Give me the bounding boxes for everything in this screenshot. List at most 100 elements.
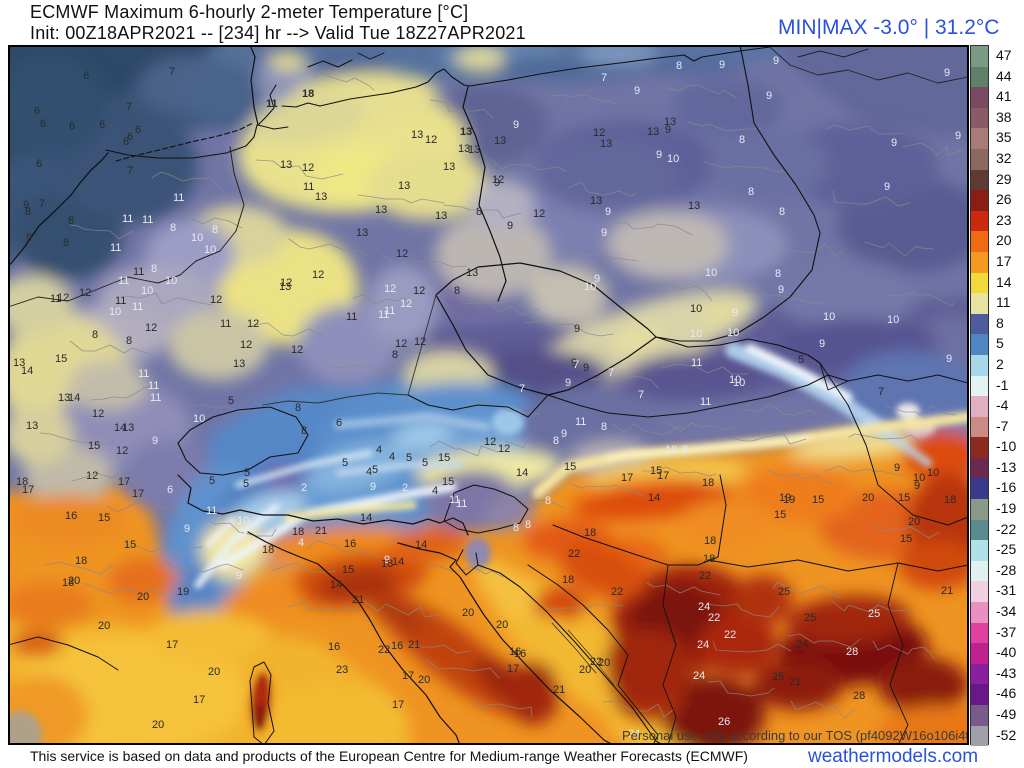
svg-text:17: 17 <box>166 639 178 651</box>
svg-text:11: 11 <box>173 192 184 204</box>
svg-text:9: 9 <box>236 570 242 582</box>
svg-text:10: 10 <box>237 515 249 527</box>
svg-text:2: 2 <box>402 482 408 494</box>
svg-text:18: 18 <box>16 476 28 488</box>
svg-text:10: 10 <box>733 377 745 389</box>
svg-text:21: 21 <box>789 676 801 688</box>
svg-text:8: 8 <box>295 402 301 414</box>
svg-text:6: 6 <box>99 119 105 131</box>
svg-text:15: 15 <box>55 353 67 365</box>
svg-text:10: 10 <box>165 275 177 287</box>
svg-text:21: 21 <box>315 525 327 537</box>
svg-text:18: 18 <box>702 477 714 489</box>
svg-text:9: 9 <box>494 177 500 189</box>
svg-text:8: 8 <box>212 224 218 236</box>
svg-text:13: 13 <box>460 126 472 138</box>
svg-text:9: 9 <box>914 480 920 492</box>
svg-text:13: 13 <box>279 281 291 293</box>
svg-text:9: 9 <box>665 124 671 136</box>
svg-text:18: 18 <box>75 555 87 567</box>
svg-text:10: 10 <box>109 306 121 318</box>
svg-text:18: 18 <box>62 577 74 589</box>
svg-text:13: 13 <box>466 267 478 279</box>
svg-text:4: 4 <box>432 485 438 497</box>
svg-text:5: 5 <box>243 478 249 490</box>
svg-text:11: 11 <box>132 301 143 313</box>
svg-text:5: 5 <box>209 475 215 487</box>
svg-text:6: 6 <box>36 158 42 170</box>
svg-text:9: 9 <box>634 85 640 97</box>
svg-text:14: 14 <box>330 579 342 591</box>
svg-text:18: 18 <box>704 535 716 547</box>
svg-text:6: 6 <box>135 124 141 136</box>
svg-text:5: 5 <box>406 452 412 464</box>
svg-text:17: 17 <box>193 694 205 706</box>
svg-text:8: 8 <box>454 285 460 297</box>
svg-text:28: 28 <box>846 646 858 658</box>
svg-text:10: 10 <box>913 472 925 484</box>
svg-text:8: 8 <box>553 435 559 447</box>
svg-text:9: 9 <box>26 232 32 244</box>
svg-text:26: 26 <box>718 716 730 728</box>
svg-text:6: 6 <box>336 417 342 429</box>
svg-text:15: 15 <box>88 440 100 452</box>
svg-text:14: 14 <box>415 539 427 551</box>
svg-text:8: 8 <box>779 206 785 218</box>
svg-text:9: 9 <box>946 353 952 365</box>
svg-text:12: 12 <box>498 443 510 455</box>
svg-text:2: 2 <box>301 482 307 494</box>
svg-text:17: 17 <box>657 470 669 482</box>
svg-text:25: 25 <box>772 671 784 683</box>
svg-text:10: 10 <box>690 303 702 315</box>
svg-text:20: 20 <box>598 657 610 669</box>
svg-text:9: 9 <box>601 227 607 239</box>
svg-text:11: 11 <box>150 392 161 404</box>
svg-text:9: 9 <box>152 435 158 447</box>
svg-text:20: 20 <box>98 620 110 632</box>
svg-text:8: 8 <box>392 349 398 361</box>
svg-text:14: 14 <box>114 422 126 434</box>
svg-text:20: 20 <box>68 575 80 587</box>
svg-text:10: 10 <box>705 267 717 279</box>
svg-text:18: 18 <box>302 88 314 100</box>
svg-text:13: 13 <box>435 210 447 222</box>
svg-text:8: 8 <box>126 335 132 347</box>
svg-text:15: 15 <box>564 461 576 473</box>
svg-text:11: 11 <box>456 498 467 510</box>
svg-text:8: 8 <box>476 206 482 218</box>
svg-text:7: 7 <box>126 101 132 113</box>
svg-text:8: 8 <box>676 60 682 72</box>
svg-text:12: 12 <box>413 285 425 297</box>
svg-text:13: 13 <box>590 195 602 207</box>
svg-text:13: 13 <box>494 135 506 147</box>
svg-text:15: 15 <box>774 509 786 521</box>
svg-text:9: 9 <box>574 323 580 335</box>
svg-text:15: 15 <box>342 564 354 576</box>
svg-text:8: 8 <box>170 222 176 234</box>
svg-text:6: 6 <box>69 120 75 132</box>
svg-text:12: 12 <box>484 436 496 448</box>
svg-text:12: 12 <box>210 294 222 306</box>
svg-text:25: 25 <box>804 612 816 624</box>
svg-text:13: 13 <box>58 392 70 404</box>
svg-text:13: 13 <box>443 161 455 173</box>
svg-text:10: 10 <box>690 328 702 340</box>
svg-text:13: 13 <box>458 143 470 155</box>
svg-text:8: 8 <box>63 237 69 249</box>
svg-text:13: 13 <box>26 420 38 432</box>
svg-text:22: 22 <box>724 629 736 641</box>
svg-text:9: 9 <box>571 357 577 369</box>
svg-text:20: 20 <box>579 664 591 676</box>
svg-text:12: 12 <box>425 134 437 146</box>
svg-text:9: 9 <box>605 206 611 218</box>
svg-text:10: 10 <box>727 327 739 339</box>
svg-text:9: 9 <box>944 67 950 79</box>
svg-text:9: 9 <box>370 481 376 493</box>
svg-text:12: 12 <box>396 248 408 260</box>
svg-text:9: 9 <box>732 307 738 319</box>
svg-text:5: 5 <box>798 354 804 366</box>
svg-text:13: 13 <box>280 159 292 171</box>
svg-text:17: 17 <box>507 663 519 675</box>
svg-text:18: 18 <box>584 527 596 539</box>
svg-text:9: 9 <box>719 59 725 71</box>
